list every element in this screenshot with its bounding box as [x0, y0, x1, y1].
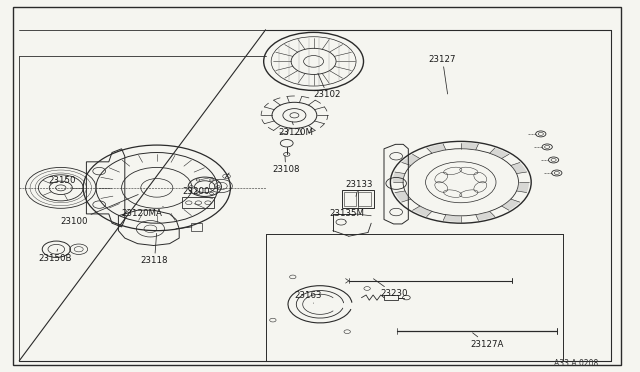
Text: 23133: 23133: [346, 180, 373, 196]
Polygon shape: [502, 199, 520, 210]
Polygon shape: [413, 206, 432, 217]
Bar: [342, 190, 374, 208]
Polygon shape: [516, 182, 529, 193]
Bar: [344, 192, 356, 206]
Text: A33 A 0208: A33 A 0208: [554, 359, 598, 368]
Text: 23150B: 23150B: [38, 249, 72, 263]
Text: 23120M: 23120M: [278, 122, 314, 137]
Bar: [384, 295, 398, 300]
Text: 23120MA: 23120MA: [122, 206, 163, 218]
Polygon shape: [476, 211, 495, 221]
Text: 23127A: 23127A: [470, 333, 504, 349]
Text: 23163: 23163: [294, 291, 322, 303]
Bar: [358, 192, 371, 206]
Polygon shape: [392, 172, 405, 182]
Text: 23150: 23150: [48, 176, 76, 188]
Polygon shape: [461, 142, 479, 150]
Polygon shape: [511, 163, 527, 174]
Polygon shape: [427, 144, 446, 153]
Text: 23118: 23118: [141, 233, 168, 265]
Text: 23200: 23200: [182, 187, 210, 196]
Polygon shape: [395, 191, 411, 202]
Text: 23127: 23127: [429, 55, 456, 94]
Text: 23102: 23102: [314, 73, 341, 99]
Bar: [191, 223, 202, 231]
Bar: [182, 197, 214, 208]
Text: 23108: 23108: [272, 155, 300, 174]
Polygon shape: [490, 148, 509, 158]
Polygon shape: [443, 215, 461, 222]
Text: 23100: 23100: [61, 195, 138, 226]
Text: 23135M: 23135M: [330, 209, 365, 221]
Polygon shape: [402, 154, 420, 166]
Text: 23230: 23230: [374, 279, 408, 298]
